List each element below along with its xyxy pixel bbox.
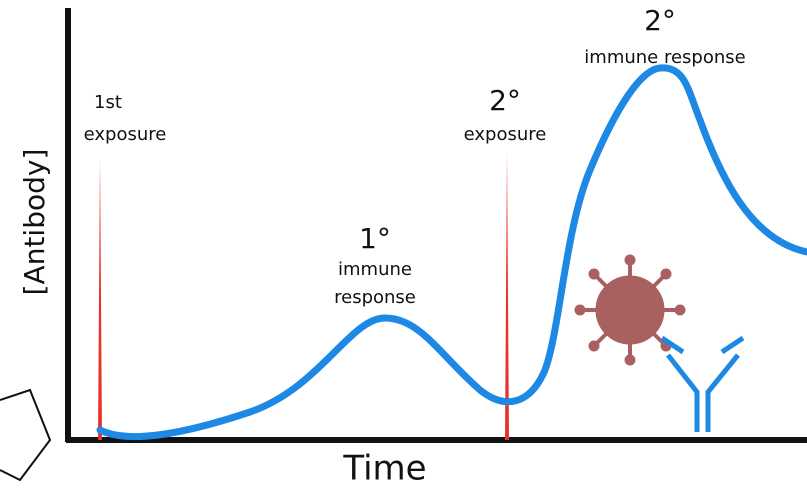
exposure-line	[98, 158, 102, 440]
sketch-icon	[0, 390, 50, 480]
antibody-curve	[100, 68, 807, 437]
annotation-line: 2°	[644, 4, 676, 37]
annotation-line: exposure	[464, 124, 547, 145]
annotation-line: immune response	[584, 47, 745, 68]
antibody-icon	[662, 338, 743, 432]
virus-icon	[575, 255, 685, 365]
annotation-line: 1°	[359, 222, 391, 255]
diagram: [Antibody] Time 1st exposure 2° exposure…	[0, 0, 807, 498]
annotation-line: response	[334, 287, 416, 308]
annotation-line: 1st	[94, 92, 122, 113]
annotation-line: exposure	[84, 124, 167, 145]
annotation-line: immune	[338, 259, 412, 280]
y-axis-label: [Antibody]	[18, 149, 51, 296]
x-axis-label: Time	[342, 449, 426, 489]
exposure-line	[505, 152, 509, 440]
annotation-line: 2°	[489, 84, 521, 117]
